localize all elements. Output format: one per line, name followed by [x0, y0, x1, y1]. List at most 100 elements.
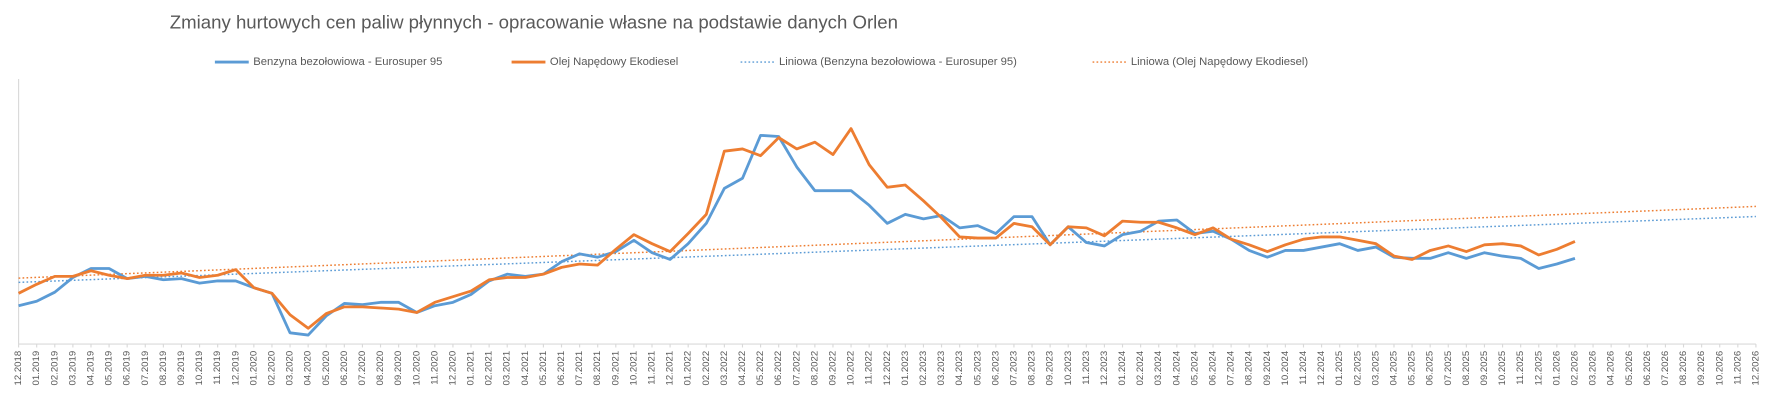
- x-tick-label: 06.2020: [339, 351, 350, 386]
- x-tick-label: 07.2022: [791, 351, 802, 386]
- x-tick-label: 04.2019: [86, 351, 97, 386]
- x-tick-label: 11.2024: [1298, 350, 1309, 385]
- x-tick-label: 03.2023: [936, 351, 947, 386]
- x-tick-label: 09.2019: [176, 351, 187, 386]
- x-tick-label: 07.2026: [1660, 351, 1671, 386]
- x-tick-label: 03.2021: [502, 351, 513, 386]
- legend-label: Olej Napędowy Ekodiesel: [550, 56, 678, 68]
- x-tick-label: 04.2021: [520, 351, 531, 386]
- x-tick-label: 11.2019: [212, 351, 223, 385]
- x-tick-label: 01.2021: [466, 351, 477, 386]
- x-tick-label: 12.2019: [230, 351, 241, 386]
- x-tick-label: 06.2025: [1425, 351, 1436, 386]
- x-tick-label: 04.2023: [954, 351, 965, 386]
- x-tick-label: 11.2025: [1515, 351, 1526, 385]
- x-tick-label: 05.2023: [972, 351, 983, 386]
- x-tick-label: 03.2025: [1370, 351, 1381, 386]
- x-tick-label: 03.2019: [67, 351, 78, 386]
- x-tick-label: 07.2020: [357, 351, 368, 386]
- x-tick-label: 10.2021: [628, 351, 639, 386]
- x-tick-label: 02.2019: [49, 351, 60, 386]
- legend-label: Liniowa (Benzyna bezołowiowa - Eurosuper…: [779, 56, 1017, 68]
- series-line: [18, 133, 1576, 337]
- x-tick-label: 01.2019: [31, 351, 42, 386]
- x-tick-label: 06.2024: [1208, 350, 1219, 385]
- x-tick-label: 05.2026: [1624, 351, 1635, 386]
- x-tick-label: 02.2025: [1352, 351, 1363, 386]
- x-tick-label: 06.2023: [990, 351, 1001, 386]
- x-tick-label: 08.2026: [1678, 351, 1689, 386]
- x-tick-label: 10.2022: [846, 351, 857, 386]
- x-tick-label: 10.2024: [1280, 350, 1291, 385]
- x-tick-label: 12.2021: [665, 351, 676, 386]
- x-tick-label: 07.2019: [140, 351, 151, 386]
- x-tick-label: 11.2020: [429, 351, 440, 385]
- x-tick-label: 04.2024: [1171, 350, 1182, 385]
- x-tick-label: 10.2023: [1063, 351, 1074, 386]
- x-tick-label: 06.2019: [122, 351, 133, 386]
- x-tick-label: 02.2022: [701, 351, 712, 386]
- x-tick-label: 09.2026: [1696, 351, 1707, 386]
- legend-label: Benzyna bezołowiowa - Eurosuper 95: [253, 56, 442, 68]
- x-tick-label: 01.2026: [1551, 351, 1562, 386]
- trendline: [18, 215, 1756, 284]
- x-tick-label: 03.2024: [1153, 350, 1164, 385]
- x-tick-label: 08.2025: [1461, 351, 1472, 386]
- trendline: [18, 205, 1756, 279]
- chart-title: Zmiany hurtowych cen paliw płynnych - op…: [170, 12, 898, 33]
- x-tick-label: 11.2022: [864, 351, 875, 385]
- x-tick-label: 06.2021: [556, 351, 567, 386]
- x-tick-label: 08.2019: [158, 351, 169, 386]
- x-tick-label: 04.2020: [303, 351, 314, 386]
- x-tick-label: 08.2022: [809, 351, 820, 386]
- x-tick-label: 05.2019: [104, 351, 115, 386]
- x-tick-label: 06.2022: [773, 351, 784, 386]
- x-tick-label: 12.2020: [447, 351, 458, 386]
- x-tick-label: 05.2025: [1407, 351, 1418, 386]
- x-tick-label: 10.2026: [1714, 351, 1725, 386]
- x-tick-label: 10.2019: [194, 351, 205, 386]
- x-tick-label: 12.2025: [1533, 351, 1544, 386]
- x-tick-label: 04.2025: [1389, 351, 1400, 386]
- x-tick-label: 08.2020: [375, 351, 386, 386]
- x-tick-label: 09.2021: [610, 351, 621, 386]
- x-tick-label: 03.2020: [285, 351, 296, 386]
- x-tick-label: 02.2023: [918, 351, 929, 386]
- x-tick-label: 03.2022: [719, 351, 730, 386]
- x-tick-label: 03.2026: [1588, 351, 1599, 386]
- x-tick-label: 05.2021: [538, 351, 549, 386]
- x-tick-label: 02.2026: [1569, 351, 1580, 386]
- x-tick-label: 12.2023: [1099, 351, 1110, 386]
- x-tick-label: 12.2018: [13, 351, 24, 386]
- x-tick-label: 04.2022: [737, 351, 748, 386]
- x-tick-label: 08.2021: [592, 351, 603, 386]
- x-tick-label: 09.2024: [1262, 350, 1273, 385]
- x-tick-label: 01.2025: [1334, 351, 1345, 386]
- x-tick-label: 11.2023: [1081, 351, 1092, 385]
- x-tick-label: 01.2020: [248, 351, 259, 386]
- x-tick-label: 01.2022: [683, 351, 694, 386]
- x-tick-label: 02.2020: [266, 351, 277, 386]
- x-tick-label: 07.2021: [574, 351, 585, 386]
- x-tick-label: 08.2023: [1027, 351, 1038, 386]
- x-tick-label: 12.2026: [1750, 351, 1761, 386]
- x-tick-label: 05.2024: [1189, 350, 1200, 385]
- x-tick-label: 09.2023: [1045, 351, 1056, 386]
- x-tick-label: 05.2020: [321, 351, 332, 386]
- x-tick-label: 05.2022: [755, 351, 766, 386]
- x-tick-label: 01.2023: [900, 351, 911, 386]
- x-tick-label: 07.2024: [1226, 350, 1237, 385]
- x-tick-label: 12.2024: [1316, 350, 1327, 385]
- x-tick-label: 09.2020: [393, 351, 404, 386]
- x-tick-label: 06.2026: [1642, 351, 1653, 386]
- x-tick-label: 09.2022: [827, 351, 838, 386]
- x-tick-label: 07.2025: [1443, 351, 1454, 386]
- x-tick-label: 11.2021: [647, 351, 658, 385]
- series-line: [17, 127, 1576, 330]
- x-tick-label: 02.2024: [1135, 350, 1146, 385]
- x-tick-label: 04.2026: [1606, 351, 1617, 386]
- x-tick-label: 07.2023: [1008, 351, 1019, 386]
- x-tick-label: 10.2025: [1497, 351, 1508, 386]
- x-tick-label: 11.2026: [1732, 351, 1743, 385]
